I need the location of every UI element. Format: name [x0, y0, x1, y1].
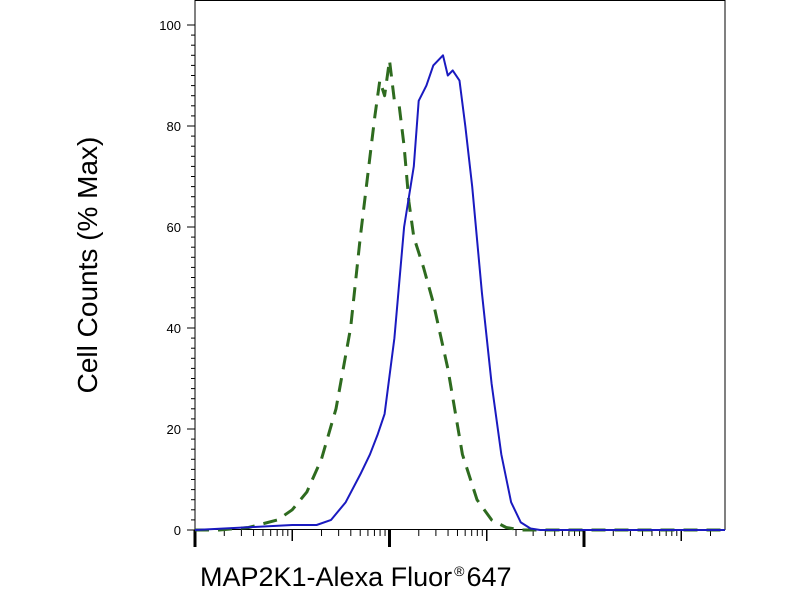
y-tick-label: 40	[167, 321, 181, 336]
y-tick-label: 60	[167, 220, 181, 235]
x-axis-label-main: MAP2K1-Alexa Fluor	[200, 562, 453, 592]
series-2-line	[194, 54, 725, 531]
registered-mark: ®	[454, 563, 465, 579]
plot-frame	[194, 0, 726, 530]
x-axis-label: MAP2K1-Alexa Fluor ®647	[200, 562, 512, 593]
y-axis-label: Cell Counts (% Max)	[72, 137, 103, 394]
y-tick-label: 20	[167, 422, 181, 437]
y-tick-label: 0	[174, 523, 181, 538]
x-axis-label-suffix: 647	[466, 562, 512, 592]
y-axis: 0 20 40 60 80 100	[159, 18, 195, 538]
y-tick-label: 100	[159, 18, 181, 33]
x-axis	[193, 530, 712, 547]
series-group	[194, 54, 725, 532]
series-1-line	[195, 58, 725, 532]
y-tick-label: 80	[167, 119, 181, 134]
